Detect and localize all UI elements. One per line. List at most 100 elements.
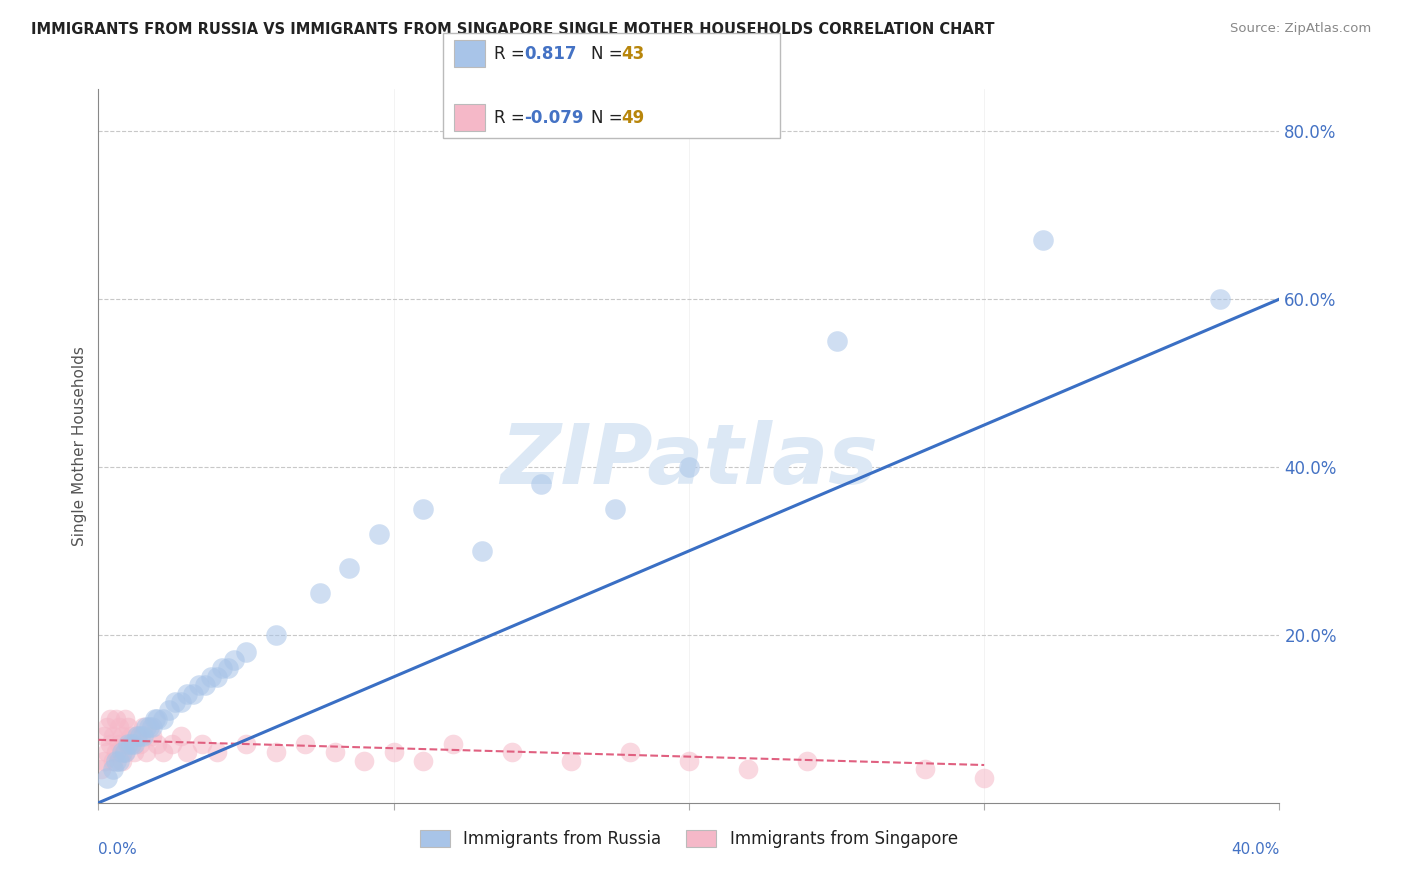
- Point: [412, 502, 434, 516]
- Legend: Immigrants from Russia, Immigrants from Singapore: Immigrants from Russia, Immigrants from …: [413, 823, 965, 855]
- Point: [165, 695, 187, 709]
- Point: [235, 645, 257, 659]
- Point: [96, 746, 118, 760]
- Text: 49: 49: [621, 109, 645, 127]
- Point: [973, 771, 995, 785]
- Point: [264, 628, 287, 642]
- Point: [796, 754, 818, 768]
- Point: [138, 720, 160, 734]
- Point: [141, 729, 163, 743]
- Text: 0.817: 0.817: [524, 45, 576, 62]
- Point: [187, 678, 209, 692]
- Point: [323, 746, 346, 760]
- Point: [152, 746, 174, 760]
- Point: [211, 661, 233, 675]
- Text: 43: 43: [621, 45, 645, 62]
- Point: [737, 762, 759, 776]
- Point: [108, 737, 131, 751]
- Point: [176, 687, 198, 701]
- Point: [120, 737, 142, 751]
- Point: [501, 746, 523, 760]
- Point: [146, 712, 169, 726]
- Point: [114, 746, 136, 760]
- Point: [105, 746, 128, 760]
- Point: [128, 737, 150, 751]
- Text: Source: ZipAtlas.com: Source: ZipAtlas.com: [1230, 22, 1371, 36]
- Point: [135, 746, 157, 760]
- Point: [205, 670, 228, 684]
- Point: [157, 703, 180, 717]
- Point: [1032, 233, 1054, 247]
- Point: [105, 754, 128, 768]
- Point: [678, 754, 700, 768]
- Point: [111, 729, 134, 743]
- Point: [152, 712, 174, 726]
- Point: [353, 754, 375, 768]
- Text: ZIPatlas: ZIPatlas: [501, 420, 877, 500]
- Point: [441, 737, 464, 751]
- Point: [117, 737, 139, 751]
- Point: [132, 729, 155, 743]
- Point: [146, 737, 169, 751]
- Point: [114, 712, 136, 726]
- Point: [678, 460, 700, 475]
- Point: [181, 687, 204, 701]
- Text: R =: R =: [494, 45, 530, 62]
- Point: [560, 754, 582, 768]
- Text: 0.0%: 0.0%: [98, 842, 138, 857]
- Point: [264, 746, 287, 760]
- Point: [117, 737, 139, 751]
- Text: IMMIGRANTS FROM RUSSIA VS IMMIGRANTS FROM SINGAPORE SINGLE MOTHER HOUSEHOLDS COR: IMMIGRANTS FROM RUSSIA VS IMMIGRANTS FRO…: [31, 22, 994, 37]
- Point: [619, 746, 641, 760]
- Y-axis label: Single Mother Households: Single Mother Households: [72, 346, 87, 546]
- Point: [605, 502, 627, 516]
- Point: [191, 737, 214, 751]
- Point: [194, 678, 217, 692]
- Point: [135, 720, 157, 734]
- Point: [132, 720, 155, 734]
- Point: [339, 560, 361, 574]
- Point: [103, 729, 125, 743]
- Point: [200, 670, 222, 684]
- Point: [162, 737, 183, 751]
- Point: [176, 746, 198, 760]
- Point: [103, 762, 125, 776]
- Point: [143, 712, 166, 726]
- Point: [120, 729, 142, 743]
- Point: [170, 729, 193, 743]
- Point: [117, 720, 139, 734]
- Point: [309, 586, 332, 600]
- Point: [122, 737, 145, 751]
- Point: [141, 720, 163, 734]
- Point: [111, 746, 134, 760]
- Point: [217, 661, 239, 675]
- Point: [294, 737, 316, 751]
- Point: [98, 712, 121, 726]
- Point: [108, 720, 131, 734]
- Text: R =: R =: [494, 109, 530, 127]
- Point: [412, 754, 434, 768]
- Point: [103, 754, 125, 768]
- Point: [90, 762, 112, 776]
- Point: [105, 712, 128, 726]
- Point: [93, 729, 115, 743]
- Point: [224, 653, 246, 667]
- Text: N =: N =: [591, 109, 627, 127]
- Point: [108, 754, 131, 768]
- Point: [122, 746, 145, 760]
- Point: [471, 544, 494, 558]
- Point: [111, 754, 134, 768]
- Point: [368, 527, 391, 541]
- Point: [98, 737, 121, 751]
- Text: 40.0%: 40.0%: [1232, 842, 1279, 857]
- Point: [93, 754, 115, 768]
- Point: [205, 746, 228, 760]
- Point: [96, 720, 118, 734]
- Text: -0.079: -0.079: [524, 109, 583, 127]
- Point: [125, 729, 148, 743]
- Point: [114, 746, 136, 760]
- Point: [1209, 292, 1232, 306]
- Point: [170, 695, 193, 709]
- Point: [96, 771, 118, 785]
- Point: [235, 737, 257, 751]
